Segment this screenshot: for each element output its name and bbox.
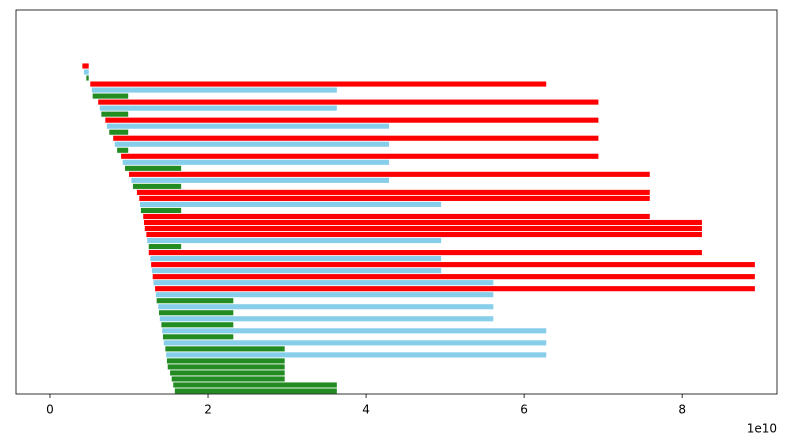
bar <box>158 304 494 310</box>
bar <box>99 105 337 111</box>
bar <box>152 274 755 280</box>
bar <box>161 322 234 328</box>
plot-frame <box>15 9 778 395</box>
bar <box>148 243 182 250</box>
bar <box>82 63 89 69</box>
bar <box>91 87 337 93</box>
bar <box>159 310 234 316</box>
bar <box>166 358 285 364</box>
bar <box>121 153 599 159</box>
bar <box>90 81 547 87</box>
bar <box>129 171 650 177</box>
bar <box>146 231 702 238</box>
bar <box>147 237 442 244</box>
bar <box>165 346 285 352</box>
bar <box>114 141 389 147</box>
x-tick-label: 6 <box>520 403 528 417</box>
bar <box>139 195 650 201</box>
bar <box>98 99 599 105</box>
bar <box>153 280 494 286</box>
bar <box>173 382 337 388</box>
bar <box>113 135 599 141</box>
x-tick-label: 0 <box>46 403 54 417</box>
bar <box>163 340 547 346</box>
bar <box>105 117 599 123</box>
bar <box>162 334 234 340</box>
bar <box>150 256 442 262</box>
bar <box>83 69 89 75</box>
bar <box>101 111 129 117</box>
bar <box>162 328 547 334</box>
bar <box>166 352 547 358</box>
bar <box>144 225 702 232</box>
bar <box>155 286 755 292</box>
x-offset-label: 1e10 <box>747 422 777 436</box>
bar <box>148 250 702 256</box>
bar <box>174 388 337 394</box>
bar <box>131 177 389 183</box>
x-tick-label: 2 <box>204 403 212 417</box>
bar <box>140 201 442 207</box>
bar <box>92 93 129 99</box>
bar <box>125 165 182 171</box>
bar <box>136 189 650 195</box>
bar <box>132 183 182 189</box>
bar <box>170 370 285 376</box>
bar <box>140 207 182 214</box>
bar <box>155 292 494 298</box>
bar <box>143 213 650 220</box>
x-tick-label: 8 <box>678 403 686 417</box>
bar <box>156 298 234 304</box>
x-tick-label: 4 <box>362 403 370 417</box>
bar <box>171 376 285 382</box>
bar <box>117 147 129 153</box>
bar <box>109 129 129 135</box>
bar <box>144 219 702 226</box>
bar <box>159 316 494 322</box>
bar <box>122 159 389 165</box>
bar <box>151 262 755 268</box>
bar <box>86 75 89 81</box>
bar <box>106 123 389 129</box>
bar <box>167 364 285 370</box>
bar <box>151 268 442 274</box>
